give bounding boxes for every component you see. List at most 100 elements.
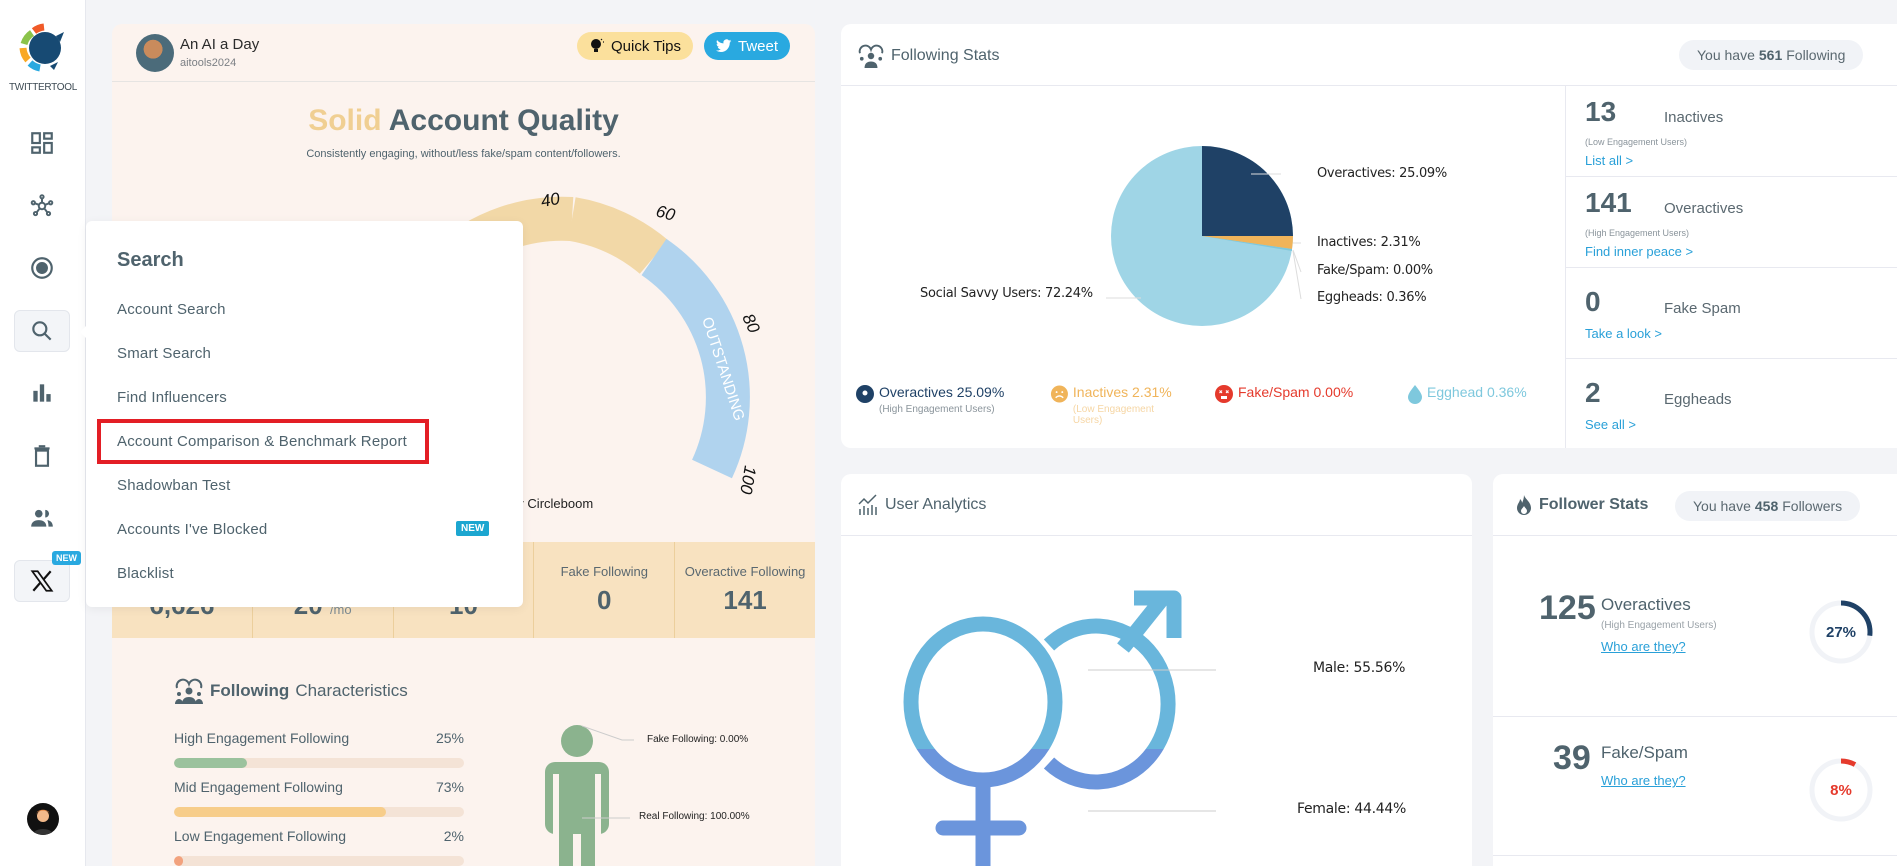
legend-inactives: Inactives 2.31% (Low Engagement Users) <box>1050 384 1180 426</box>
group-icon <box>858 44 884 68</box>
legend-fake-spam: Fake/Spam 0.00% <box>1214 384 1353 404</box>
take-a-look-link[interactable]: Take a look > <box>1585 326 1662 341</box>
user-analytics-title: User Analytics <box>857 494 986 516</box>
find-inner-peace-link[interactable]: Find inner peace > <box>1585 244 1694 259</box>
head-gear-icon <box>856 385 874 403</box>
see-all-link[interactable]: See all > <box>1585 417 1636 432</box>
following-count-pill: You have 561 Following <box>1679 40 1864 70</box>
menu-item-smart-search[interactable]: Smart Search <box>117 345 212 362</box>
svg-text:100: 100 <box>736 464 760 496</box>
following-characteristics-title: Following Characteristics <box>174 678 408 704</box>
stat-overactive-following: Overactive Following 141 <box>684 564 806 615</box>
follower-row-fake-spam: 39 Fake/Spam Who are they? 8% <box>1493 717 1897 856</box>
x-logo-icon <box>30 570 54 592</box>
menu-item-accounts-blocked[interactable]: Accounts I've Blocked <box>117 521 268 538</box>
pie-label-social: Social Savvy Users: 72.24% <box>920 286 1093 301</box>
following-row-fake-spam: 0 Fake Spam Take a look > <box>1566 268 1897 359</box>
twittertool-logo-icon[interactable] <box>14 22 72 78</box>
fake-following-label: Fake Following: 0.00% <box>647 734 749 745</box>
pie-label-fake: Fake/Spam: 0.00% <box>1317 263 1433 278</box>
profile-name: An AI a Day <box>180 36 260 53</box>
sidebar-item-target[interactable] <box>14 247 70 289</box>
engagement-bar-mid: Mid Engagement Following 73% <box>174 779 464 817</box>
users-icon <box>31 509 53 527</box>
new-badge: NEW <box>52 551 81 565</box>
legend-egghead: Egghead 0.36% <box>1407 384 1527 404</box>
search-icon <box>32 321 52 341</box>
dead-face-icon <box>1215 385 1233 403</box>
fake-spam-donut <box>1809 758 1873 822</box>
egg-icon <box>1408 385 1422 404</box>
trash-icon <box>34 445 50 467</box>
network-icon <box>30 194 54 217</box>
analytics-chart-icon <box>858 494 877 515</box>
follower-row-overactives: 125 Overactives (High Engagement Users) … <box>1493 536 1897 717</box>
sidebar-item-dashboard[interactable] <box>14 122 70 164</box>
list-all-link[interactable]: List all > <box>1585 153 1634 168</box>
male-label: Male: 55.56% <box>1313 660 1406 676</box>
search-menu-popover: Search Account Search Smart Search Find … <box>80 221 523 607</box>
real-following-label: Real Following: 100.00% <box>639 811 750 822</box>
menu-item-find-influencers[interactable]: Find Influencers <box>117 389 227 406</box>
gender-chart <box>903 590 1216 866</box>
flame-icon <box>1517 495 1531 515</box>
follower-count-pill: You have 458 Followers <box>1675 491 1861 521</box>
pie-label-eggheads: Eggheads: 0.36% <box>1317 290 1427 305</box>
lightbulb-icon <box>591 38 604 52</box>
search-menu-title: Search <box>117 249 184 271</box>
female-label: Female: 44.44% <box>1297 801 1406 817</box>
who-are-they-link[interactable]: Who are they? <box>1601 773 1686 788</box>
svg-text:60: 60 <box>654 202 678 225</box>
tweet-button[interactable]: Tweet <box>704 32 791 60</box>
user-analytics-card: User Analytics Male: 55.56% Female: 44.4… <box>841 474 1472 866</box>
svg-text:40: 40 <box>539 189 561 211</box>
group-icon <box>175 678 203 704</box>
engagement-bar-low: Low Engagement Following 2% <box>174 828 464 866</box>
follower-stats-title: Follower Stats <box>1515 494 1648 516</box>
menu-item-account-comparison[interactable]: Account Comparison & Benchmark Report <box>96 419 430 464</box>
sad-face-icon <box>1050 385 1068 403</box>
menu-item-blacklist[interactable]: Blacklist <box>117 565 174 582</box>
person-icon <box>545 725 609 866</box>
quick-tips-button[interactable]: Quick Tips <box>577 32 694 60</box>
menu-item-account-search[interactable]: Account Search <box>117 301 226 318</box>
sidebar-item-x[interactable]: NEW <box>14 551 81 602</box>
sidebar: TWITTERTOOL NEW <box>0 0 86 866</box>
sidebar-item-delete[interactable] <box>14 435 70 477</box>
legend-overactives: Overactives 25.09% (High Engagement Users… <box>855 384 1004 415</box>
who-are-they-link[interactable]: Who are they? <box>1601 639 1686 654</box>
sidebar-item-users[interactable] <box>14 497 70 539</box>
logo-text: TWITTERTOOL <box>9 82 77 93</box>
stat-fake-following: Fake Following 0 <box>534 542 676 638</box>
svg-text:80: 80 <box>738 311 763 337</box>
following-row-overactives: 141 Overactives (High Engagement Users) … <box>1566 177 1897 268</box>
sidebar-item-network[interactable] <box>14 185 70 227</box>
profile-avatar[interactable] <box>136 34 174 72</box>
engagement-bar-high: High Engagement Following 25% <box>174 730 464 768</box>
quality-title: Solid Account Quality <box>308 104 619 137</box>
user-avatar[interactable] <box>27 803 59 835</box>
quality-subtitle: Consistently engaging, without/less fake… <box>306 148 621 160</box>
overactives-donut <box>1809 600 1873 664</box>
twitter-bird-icon <box>716 39 732 52</box>
following-stats-title: Following Stats <box>857 44 1000 68</box>
pie-label-inactives: Inactives: 2.31% <box>1317 235 1421 250</box>
following-row-inactives: 13 Inactives (Low Engagement Users) List… <box>1566 86 1897 177</box>
sidebar-item-search[interactable] <box>14 310 70 352</box>
target-icon <box>31 257 53 279</box>
new-badge: NEW <box>456 521 490 536</box>
following-pie-chart <box>1106 146 1302 326</box>
dashboard-icon <box>31 132 53 154</box>
sidebar-item-analytics[interactable] <box>14 372 70 414</box>
fake-spam-pct: 8% <box>1830 781 1852 799</box>
following-breakdown: 13 Inactives (Low Engagement Users) List… <box>1565 86 1897 448</box>
menu-item-shadowban-test[interactable]: Shadowban Test <box>117 477 231 494</box>
follower-stats-card: Follower Stats You have 458 Followers 125 … <box>1493 474 1897 866</box>
profile-header: An AI a Day aitools2024 Quick Tips Tweet <box>112 24 815 82</box>
overactives-pct: 27% <box>1825 623 1857 641</box>
profile-handle: aitools2024 <box>180 57 237 69</box>
pie-label-overactives: Overactives: 25.09% <box>1317 166 1447 181</box>
following-row-eggheads: 2 Eggheads See all > <box>1585 377 1732 432</box>
bar-chart-icon <box>33 384 51 402</box>
following-stats-card: Following Stats You have 561 Following Ove… <box>841 24 1897 448</box>
